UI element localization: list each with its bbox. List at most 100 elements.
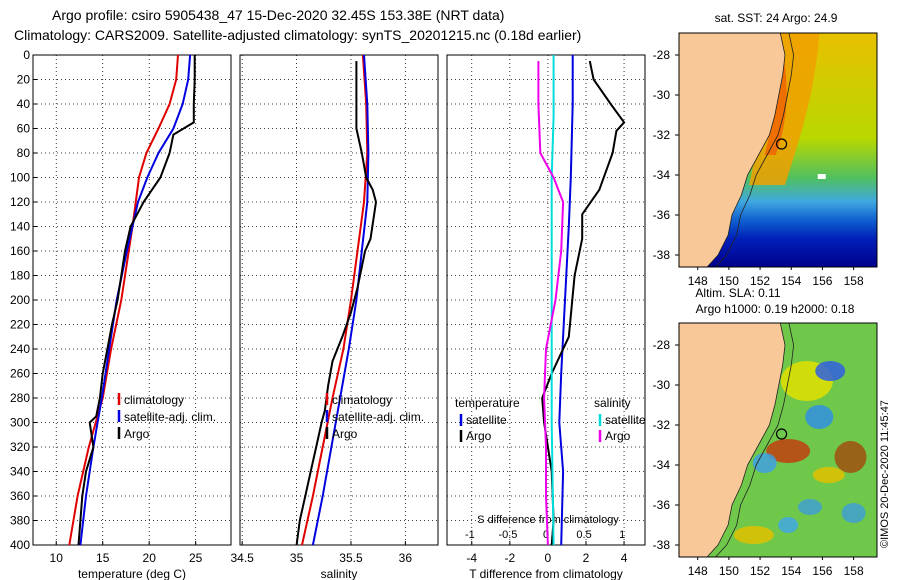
x-axis-label: T difference from climatology	[469, 567, 623, 580]
sla_map: -28 -30 -32 -34 -36 -38 148 150 152 154 156 158 Alti…	[653, 286, 878, 578]
y-tick-label: 140	[10, 220, 30, 234]
y-tick-label: 220	[10, 318, 30, 332]
x-tick-label: -4	[466, 551, 477, 565]
sla-eddy	[797, 499, 822, 515]
series-line	[558, 55, 574, 546]
y-tick-label: -28	[653, 48, 671, 62]
x-axis-label: temperature (deg C)	[78, 567, 186, 580]
map-subtitle: Argo h1000: 0.19 h2000: 0.18	[696, 302, 855, 316]
y-tick-label: -30	[653, 378, 671, 392]
x-tick-label: 0	[545, 551, 552, 565]
argo-profile-marker	[775, 138, 788, 150]
y-tick-label: -34	[653, 168, 671, 182]
legend-label: Argo	[124, 427, 150, 441]
plot-frame	[239, 54, 439, 546]
difference-panel: -4 -2 0 2 4 T difference from climatology S di…	[446, 54, 646, 580]
y-tick-label: -36	[653, 498, 671, 512]
legend-group-title: salinity	[594, 396, 631, 410]
y-tick-label: 0	[23, 48, 30, 62]
y-tick-label: -28	[653, 338, 671, 352]
x-tick-label: 158	[844, 564, 864, 578]
x-tick-label: 2	[583, 551, 590, 565]
x-tick-label: 152	[750, 274, 770, 288]
land-mask	[679, 33, 785, 267]
sla-eddy	[815, 361, 846, 381]
y-tick-label: 320	[10, 440, 30, 454]
x-tick-label: 10	[50, 551, 64, 565]
sla-eddy	[733, 526, 774, 544]
x-tick-label: 148	[688, 564, 708, 578]
shelf-contour	[715, 323, 795, 557]
sst_map: -28 -30 -32 -34 -36 -38 148 150 152 154 156 158 sat.…	[653, 11, 878, 288]
missing-data-patch	[817, 174, 826, 179]
x-tick-label: -2	[504, 551, 515, 565]
top-tick-label: -1	[465, 529, 475, 541]
coastline	[706, 323, 786, 557]
y-tick-label: -30	[653, 88, 671, 102]
series-line	[311, 54, 370, 546]
x-tick-label: 150	[719, 564, 739, 578]
top-tick-label: -0.5	[498, 529, 517, 541]
map-title: sat. SST: 24 Argo: 24.9	[715, 11, 838, 25]
plot-frame	[446, 54, 646, 546]
y-tick-label: 120	[10, 195, 30, 209]
x-tick-label: 35	[290, 551, 304, 565]
sla-eddy	[778, 517, 799, 533]
legend-group-title: temperature	[455, 396, 520, 410]
series-line	[550, 55, 555, 546]
argo-profile-marker	[775, 428, 788, 440]
y-tick-label: 60	[17, 122, 31, 136]
y-tick-label: 300	[10, 416, 30, 430]
y-tick-label: 400	[10, 538, 30, 552]
plot-title-line-2: Climatology: CARS2009. Satellite-adjuste…	[14, 27, 582, 43]
x-tick-label: 20	[143, 551, 157, 565]
legend-label: Argo	[332, 427, 358, 441]
y-tick-label: 280	[10, 391, 30, 405]
x-tick-label: 154	[781, 274, 801, 288]
land-mask	[679, 323, 785, 557]
x-tick-label: 25	[189, 551, 203, 565]
y-tick-label: 380	[10, 514, 30, 528]
y-tick-label: 200	[10, 293, 30, 307]
sla-eddy	[841, 503, 866, 523]
y-tick-label: -32	[653, 418, 671, 432]
map-content	[679, 323, 877, 557]
x-tick-label: 154	[781, 564, 801, 578]
y-tick-label: 180	[10, 269, 30, 283]
legend-label: satellite	[605, 413, 646, 427]
salinity-panel: 34.5 35 35.5 36 salinity climatology satellite…	[230, 54, 439, 580]
x-axis-label: salinity	[321, 567, 358, 580]
sla-eddy	[812, 467, 845, 483]
legend-label: satellite	[466, 413, 507, 427]
legend-label: climatology	[332, 393, 392, 407]
x-tick-label: 34.5	[230, 551, 254, 565]
legend-label: satellite-adj. clim.	[332, 410, 424, 424]
top-tick-label: 1	[619, 529, 625, 541]
shelf-contour	[715, 33, 795, 267]
sla-eddy	[766, 439, 811, 463]
series-line	[301, 54, 369, 546]
y-tick-label: 40	[17, 97, 31, 111]
y-tick-label: 240	[10, 342, 30, 356]
x-tick-label: 152	[750, 564, 770, 578]
x-tick-label: 35.5	[339, 551, 363, 565]
y-tick-label: 160	[10, 244, 30, 258]
map-frame	[678, 32, 878, 268]
series-line	[79, 54, 192, 546]
sla-eddy	[834, 441, 867, 473]
legend-label: Argo	[466, 429, 492, 443]
plot-title-line-1: Argo profile: csiro 5905438_47 15-Dec-20…	[52, 7, 505, 23]
x-tick-label: 148	[688, 274, 708, 288]
top-tick-label: 0	[543, 529, 549, 541]
top-tick-label: 0.5	[576, 529, 591, 541]
x-tick-label: 4	[621, 551, 628, 565]
map-title: Altim. SLA: 0.11	[695, 286, 780, 300]
series-line	[537, 61, 565, 546]
x-tick-label: 156	[812, 274, 832, 288]
series-line	[77, 55, 196, 546]
y-tick-label: 360	[10, 489, 30, 503]
legend-label: satellite-adj. clim.	[124, 410, 216, 424]
sla-eddy	[805, 405, 834, 429]
